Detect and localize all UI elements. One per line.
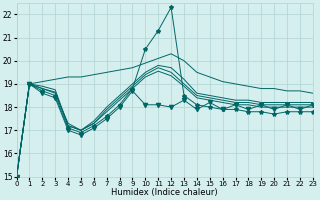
X-axis label: Humidex (Indice chaleur): Humidex (Indice chaleur) [111, 188, 218, 197]
